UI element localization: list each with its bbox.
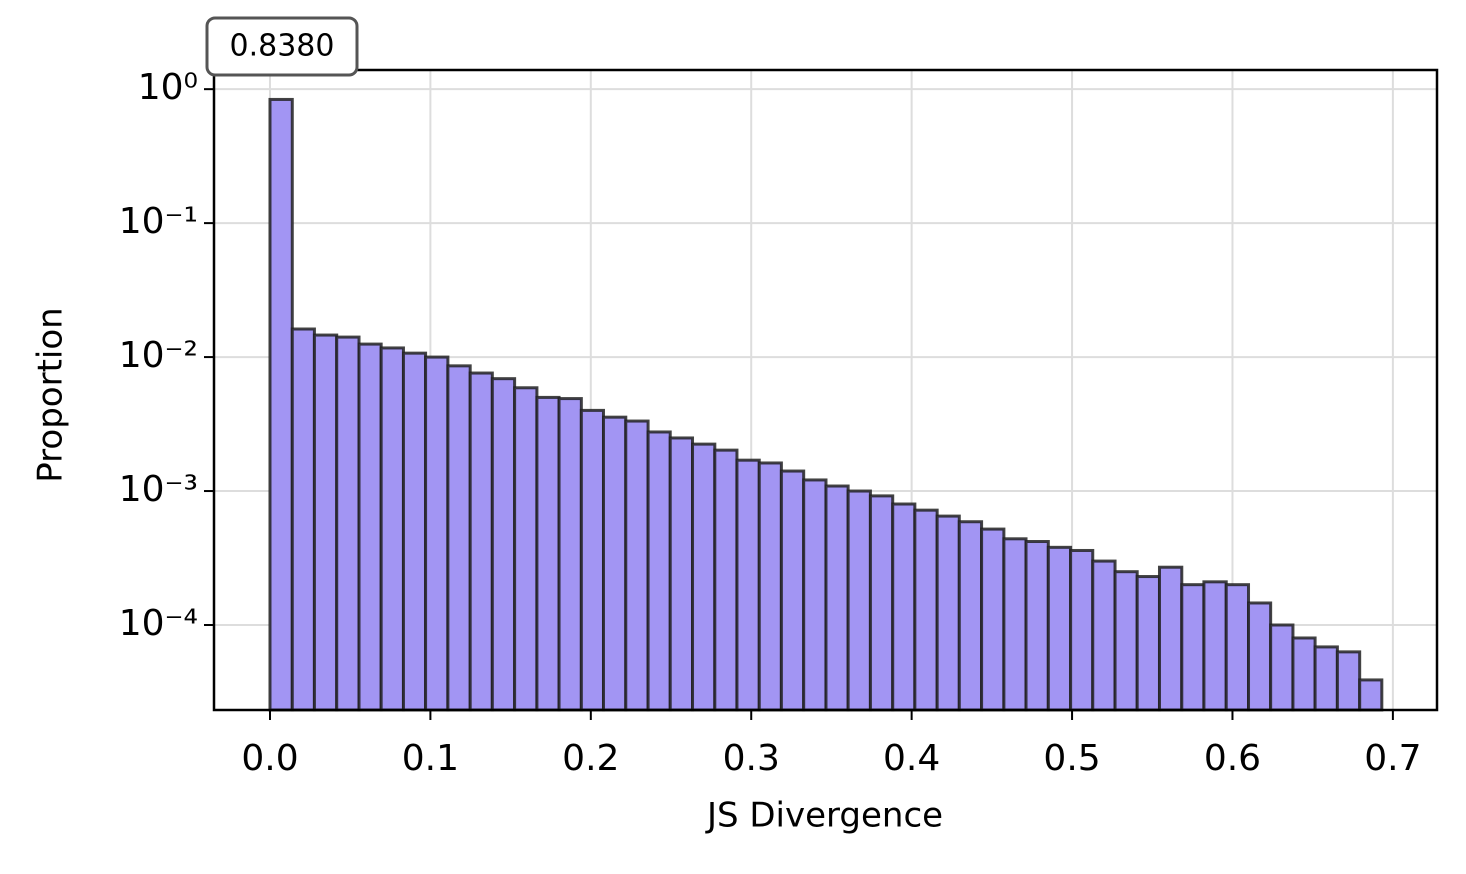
bar	[980, 527, 1006, 712]
bar	[1135, 575, 1161, 712]
bars	[268, 97, 1384, 712]
x-tick-label: 0.3	[723, 738, 780, 779]
y-tick-label: 10⁻³	[119, 469, 198, 510]
bar	[1313, 645, 1339, 712]
bar	[1202, 580, 1228, 712]
bar	[668, 436, 695, 712]
bar	[1024, 540, 1050, 712]
bar	[557, 397, 583, 712]
bar	[846, 489, 872, 712]
bar	[290, 327, 316, 712]
bar	[1269, 623, 1295, 712]
x-tick-label: 0.6	[1204, 738, 1261, 779]
bar	[1002, 537, 1028, 712]
bar	[312, 333, 339, 712]
x-tick-label: 0.2	[562, 738, 619, 779]
y-tick-label: 10⁻⁴	[119, 603, 198, 644]
bar	[1180, 583, 1206, 712]
bar	[1046, 545, 1073, 712]
axes-frame	[212, 68, 1439, 712]
bar	[646, 430, 672, 712]
bar	[1291, 636, 1317, 712]
bar	[335, 335, 361, 712]
bar	[735, 458, 761, 712]
y-tick-label: 10⁻²	[119, 335, 198, 376]
bar	[1247, 601, 1273, 712]
x-axis-label: JS Divergence	[705, 796, 943, 836]
bar	[379, 346, 405, 712]
bar	[779, 469, 806, 712]
bar	[401, 351, 428, 712]
y-axis-label: Proportion	[31, 307, 71, 482]
bar	[1224, 583, 1251, 712]
bar	[913, 508, 939, 712]
bar	[1358, 678, 1384, 712]
bar	[1091, 559, 1117, 712]
bar	[601, 415, 628, 712]
bar	[624, 419, 650, 712]
bar	[1113, 570, 1139, 712]
annotation-box	[205, 16, 359, 77]
bar	[868, 494, 895, 712]
bar	[824, 484, 850, 712]
bar	[268, 97, 294, 712]
bar	[535, 395, 561, 712]
bar	[957, 520, 984, 712]
bar	[446, 364, 472, 712]
bar	[579, 408, 605, 712]
y-tick-label: 10⁻¹	[119, 201, 198, 242]
bar	[513, 386, 539, 712]
bar	[802, 478, 828, 712]
x-tick-label: 0.4	[883, 738, 940, 779]
bar	[757, 461, 783, 712]
bar	[490, 377, 517, 712]
bar	[1335, 650, 1362, 712]
bar	[468, 371, 494, 712]
y-tick-label: 10⁰	[138, 67, 198, 108]
bar	[1157, 565, 1184, 712]
bar	[713, 448, 739, 712]
x-tick-label: 0.1	[402, 738, 459, 779]
bar	[935, 514, 961, 712]
bar	[357, 342, 383, 712]
annotation: 0.8380	[230, 29, 335, 64]
bar	[1069, 548, 1095, 712]
bar	[891, 502, 917, 712]
x-tick-label: 0.0	[241, 738, 298, 779]
x-tick-label: 0.7	[1364, 738, 1421, 779]
x-tick-label: 0.5	[1043, 738, 1100, 779]
bar	[424, 355, 450, 712]
bar	[691, 442, 717, 712]
